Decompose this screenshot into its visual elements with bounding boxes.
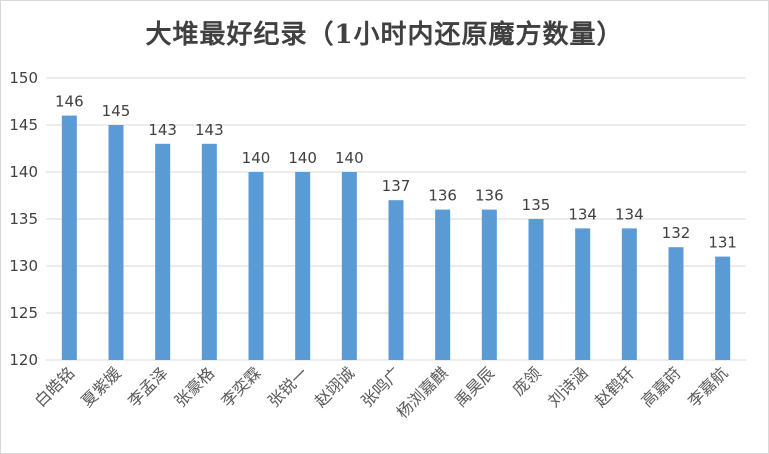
y-tick-label: 125: [9, 304, 38, 322]
data-label: 143: [195, 121, 224, 139]
y-tick-label: 140: [9, 163, 38, 181]
x-tick-label: 李嘉航: [684, 363, 731, 410]
bar: [155, 143, 171, 360]
bar: [295, 172, 311, 360]
x-tick-label: 夏紫媛: [77, 363, 124, 410]
bar: [108, 125, 124, 360]
data-label: 137: [382, 177, 411, 195]
bar: [201, 143, 217, 360]
x-tick-label: 赵翊诚: [311, 363, 358, 410]
x-tick-label: 李奕霖: [217, 363, 264, 410]
data-label: 131: [708, 234, 737, 252]
data-label: 132: [662, 224, 691, 242]
chart-title: 大堆最好纪录（1小时内还原魔方数量）: [145, 20, 624, 50]
bar: [341, 172, 357, 360]
x-tick-label: 庞领: [509, 363, 545, 399]
data-label: 146: [55, 93, 84, 111]
data-label: 143: [148, 121, 177, 139]
bars: [61, 115, 731, 360]
data-label: 134: [568, 205, 597, 223]
y-tick-label: 135: [9, 210, 38, 228]
y-tick-label: 120: [9, 351, 38, 369]
y-tick-label: 145: [9, 116, 38, 134]
bar: [388, 200, 404, 360]
bar: [575, 228, 591, 360]
x-tick-label: 杨浏嘉麒: [393, 363, 452, 422]
data-label: 140: [242, 149, 271, 167]
x-tick-label: 张锐一: [264, 363, 311, 410]
data-label: 140: [288, 149, 317, 167]
bar: [248, 172, 264, 360]
x-tick-label: 李孟泽: [124, 363, 171, 410]
y-tick-label: 130: [9, 257, 38, 275]
data-label: 140: [335, 149, 364, 167]
data-label: 136: [428, 187, 457, 205]
x-tick-label: 白皓铭: [31, 363, 78, 410]
y-tick-label: 150: [9, 69, 38, 87]
bar: [61, 115, 77, 360]
data-label: 145: [102, 102, 131, 120]
bar: [528, 219, 544, 360]
bar: [481, 209, 497, 360]
data-label: 135: [522, 196, 551, 214]
bar: [668, 247, 684, 360]
bar: [715, 256, 731, 360]
x-tick-label: 刘诗涵: [544, 363, 591, 410]
x-tick-label: 赵鹤轩: [591, 363, 638, 410]
x-tick-label: 高嘉莳: [637, 363, 684, 410]
data-label: 134: [615, 205, 644, 223]
x-axis: 白皓铭 夏紫媛 李孟泽 张豪格 李奕霖 张锐一 赵翊诚 张鸣广杨浏嘉麒 禹昊辰 庞领 刘诗涵 赵鹤轩高…: [31, 363, 732, 422]
x-tick-label: 张豪格: [171, 363, 218, 410]
data-label: 136: [475, 187, 504, 205]
bar: [435, 209, 451, 360]
bar: [621, 228, 637, 360]
data-labels: 146 145 143 143 140 140 140 137 136 136 135 134 134 1…: [55, 93, 737, 252]
x-tick-label: 禹昊辰: [451, 363, 498, 410]
y-axis: 120 125 130 135 140 145 150: [9, 69, 38, 369]
